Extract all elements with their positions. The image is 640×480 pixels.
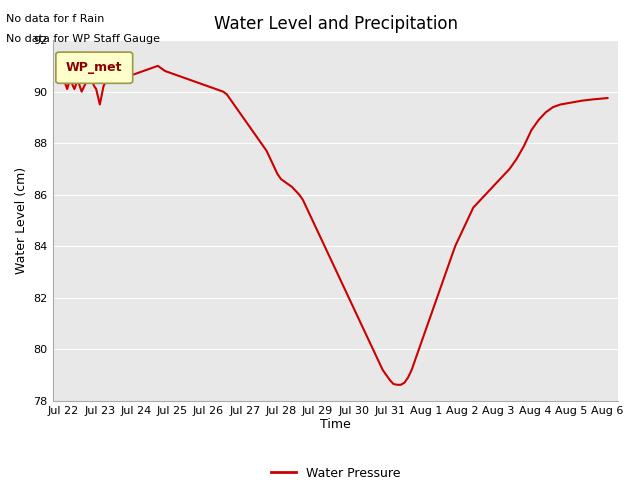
Text: No data for WP Staff Gauge: No data for WP Staff Gauge [6, 34, 161, 44]
Legend: Water Pressure: Water Pressure [266, 462, 405, 480]
Title: Water Level and Precipitation: Water Level and Precipitation [214, 15, 458, 33]
X-axis label: Time: Time [320, 419, 351, 432]
Y-axis label: Water Level (cm): Water Level (cm) [15, 167, 28, 274]
Text: WP_met: WP_met [66, 61, 122, 74]
Text: No data for f Rain: No data for f Rain [6, 14, 105, 24]
